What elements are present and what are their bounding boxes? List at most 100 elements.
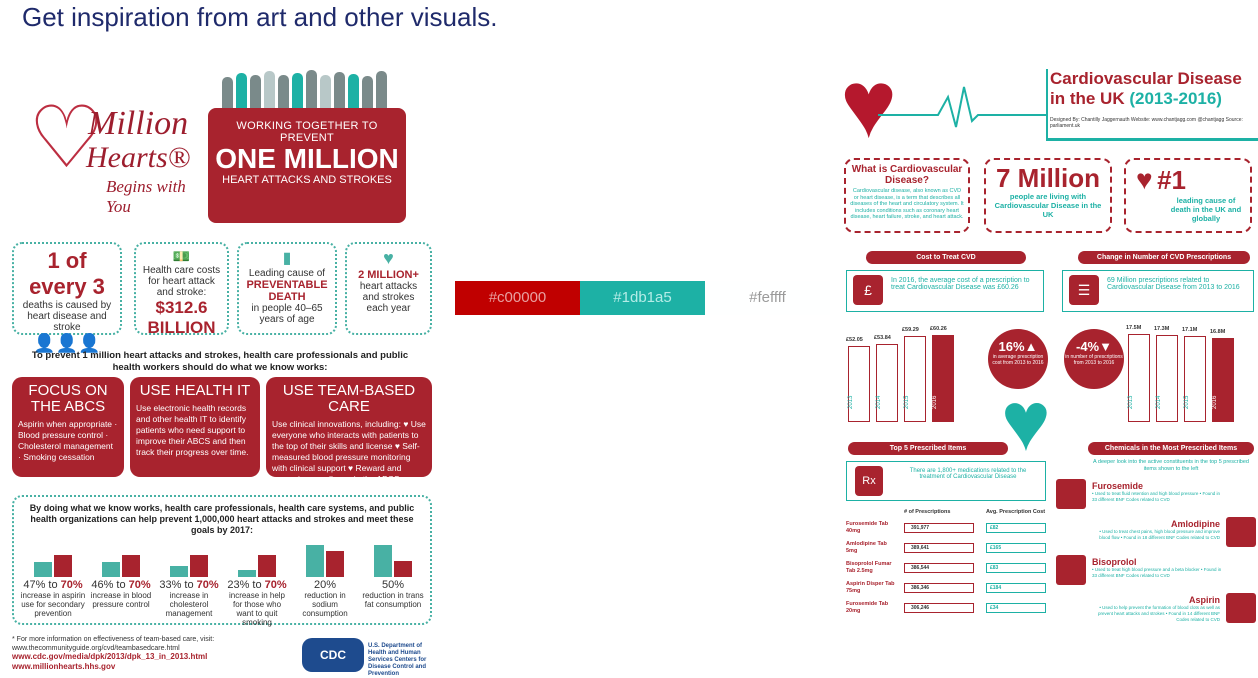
number-one-card: ♥ #1 leading cause of death in the UK an… bbox=[1124, 158, 1252, 233]
team-care-box: USE TEAM-BASED CARE Use clinical innovat… bbox=[266, 377, 432, 484]
top5-text: There are 1,800+ medications related to … bbox=[909, 468, 1027, 480]
table-row: Amlodipine Tab 5mg 389,641 £165 bbox=[846, 541, 1046, 557]
box-body: Aspirin when appropriate · Blood pressur… bbox=[18, 419, 118, 462]
goal-pct: 46% to 70% bbox=[91, 579, 151, 591]
broken-heart-icon: ♥ bbox=[1136, 164, 1153, 195]
card-body: Cardiovascular disease, also known as CV… bbox=[850, 188, 964, 220]
cost-callout: £ In 2016, the average cost of a prescri… bbox=[846, 270, 1044, 312]
change-value: -4%▼ bbox=[1076, 339, 1112, 354]
intro-text: To prevent 1 million heart attacks and s… bbox=[31, 350, 409, 373]
bar-year-label: 2014 bbox=[1156, 395, 1162, 409]
change-value: 16%▲ bbox=[998, 339, 1038, 354]
bar-year-label: 2016 bbox=[932, 395, 938, 409]
stat-value: $312.6 BILLION bbox=[147, 298, 216, 337]
box-title: USE TEAM-BASED CARE bbox=[282, 382, 416, 415]
tombstone-icon: ▮ bbox=[282, 250, 292, 267]
box-body: Use clinical innovations, including: ♥ U… bbox=[272, 419, 426, 484]
table-row: Furosemide Tab 40mg 391,977 £82 bbox=[846, 521, 1046, 537]
poster-meta: Designed By: Chantilly Jaggernauth Websi… bbox=[1050, 117, 1243, 129]
title-main: Cardiovascular Disease in the UK bbox=[1050, 69, 1242, 108]
abcs-box: FOCUS ON THE ABCS Aspirin when appropria… bbox=[12, 377, 124, 477]
card-big: 7 Million bbox=[996, 163, 1100, 193]
color-swatch-white: #feffff bbox=[705, 281, 830, 315]
what-is-cvd-card: What is Cardiovascular Disease? Cardiova… bbox=[844, 158, 970, 233]
card-big: #1 bbox=[1157, 165, 1186, 195]
rx-text: 69 Million prescriptions related to Card… bbox=[1107, 277, 1240, 291]
stat-text: in people 40–65 years of age bbox=[251, 303, 323, 325]
chem-item: Bisoprolol • Used to treat high blood pre… bbox=[1056, 555, 1256, 589]
prevention-banner: WORKING TOGETHER TO PREVENT ONE MILLION … bbox=[208, 108, 406, 223]
prescription-count: 389,641 bbox=[904, 543, 974, 553]
chem-item: Furosemide • Used to treat fluid retentio… bbox=[1056, 479, 1256, 513]
chart-bar: £52.05 2013 bbox=[846, 337, 870, 422]
avg-cost: £184 bbox=[986, 583, 1046, 593]
chart-bar: 17.5M 2013 bbox=[1126, 325, 1150, 422]
bar-value-label: 17.3M bbox=[1154, 326, 1170, 332]
drug-name: Bisoprolol Fumar Tab 2.5mg bbox=[846, 561, 892, 574]
cost-chart: £52.05 2013 £53.84 2014 £59.29 2015 £60.26 2016 bbox=[846, 322, 1046, 422]
prescription-count: 386,346 bbox=[904, 583, 974, 593]
prescription-count: 391,977 bbox=[904, 523, 974, 533]
footnote: * For more information on effectiveness … bbox=[12, 636, 215, 652]
goals-panel: By doing what we know works, health care… bbox=[12, 495, 432, 627]
card-body: people are living with Cardiovascular Di… bbox=[994, 192, 1102, 219]
goal-item: 23% to 70% increase in help for those who… bbox=[224, 545, 290, 627]
table-row: Furosemide Tab 20mg 306,246 £34 bbox=[846, 601, 1046, 617]
swatch-label: #1db1a5 bbox=[613, 289, 672, 306]
avg-cost: £83 bbox=[986, 563, 1046, 573]
chem-name: Amlodipine bbox=[1171, 519, 1220, 529]
chem-name: Bisoprolol bbox=[1092, 557, 1137, 567]
bar-value-label: 16.8M bbox=[1210, 329, 1226, 335]
banner-line-2: ONE MILLION bbox=[215, 143, 399, 174]
heart-icon: ♥ bbox=[840, 51, 897, 158]
section-tag: Change in Number of CVD Prescriptions bbox=[1078, 251, 1250, 264]
chem-info: • Used to treat high blood pressure and … bbox=[1092, 567, 1222, 578]
hhs-text: U.S. Department of Health and Human Serv… bbox=[368, 643, 427, 677]
footer-links: www.cdc.gov/media/dpk/2013/dpk_13_in_201… bbox=[12, 652, 207, 672]
stat-text: heart attacks and strokes each year bbox=[359, 281, 418, 314]
table-row: Bisoprolol Fumar Tab 2.5mg 386,544 £83 bbox=[846, 561, 1046, 577]
bar-value-label: £52.05 bbox=[846, 337, 863, 343]
logo-line-2: Hearts® bbox=[86, 141, 191, 174]
goal-pct: 47% to 70% bbox=[23, 579, 83, 591]
chem-name: Furosemide bbox=[1092, 481, 1144, 491]
heartbeat-icon: ♥ bbox=[383, 248, 394, 268]
color-swatch-red: #c00000 bbox=[455, 281, 580, 315]
molecule-icon bbox=[1226, 517, 1256, 547]
goal-pct: 50% bbox=[381, 579, 405, 591]
stat-cards: 1 of every 3 deaths is caused by heart d… bbox=[12, 242, 432, 353]
bar-year-label: 2013 bbox=[848, 395, 854, 409]
section-tag: Chemicals in the Most Prescribed Items bbox=[1088, 442, 1254, 455]
footer-link[interactable]: www.millionhearts.hhs.gov bbox=[12, 662, 116, 671]
change-text: in number of prescriptions from 2013 to … bbox=[1065, 354, 1123, 366]
chem-info: • Used to help prevent the formation of … bbox=[1097, 605, 1220, 622]
stat-card: ♥ 2 MILLION+ heart attacks and strokes e… bbox=[345, 242, 432, 335]
seven-million-card: 7 Million people are living with Cardiov… bbox=[984, 158, 1112, 233]
prescription-count: 306,246 bbox=[904, 603, 974, 613]
cdc-logo: CDC bbox=[302, 638, 364, 672]
goal-item: 50% reduction in trans fat consumption bbox=[360, 545, 426, 609]
poster-title: Cardiovascular Disease in the UK (2013-2… bbox=[1046, 69, 1258, 141]
box-body: Use electronic health records and other … bbox=[136, 403, 249, 457]
cost-change-circle: 16%▲ in average prescription cost from 2… bbox=[988, 329, 1048, 389]
bar-value-label: £59.29 bbox=[902, 327, 919, 333]
goal-desc: reduction in trans fat consumption bbox=[362, 591, 424, 609]
goal-bar-target bbox=[326, 551, 344, 577]
pill-bottle-icon: Rx bbox=[855, 466, 883, 496]
goal-bar-current bbox=[102, 562, 120, 577]
prescription-count: 386,544 bbox=[904, 563, 974, 573]
goal-desc: reduction in sodium consumption bbox=[302, 591, 348, 618]
molecule-icon bbox=[1056, 555, 1086, 585]
goals-title: By doing what we know works, health care… bbox=[29, 503, 415, 535]
footer-link[interactable]: www.cdc.gov/media/dpk/2013/dpk_13_in_201… bbox=[12, 652, 208, 661]
molecule-icon bbox=[1226, 593, 1256, 623]
health-workers-illustration bbox=[222, 65, 400, 125]
goal-item: 46% to 70% increase in blood pressure con… bbox=[88, 545, 154, 609]
drug-name: Furosemide Tab 40mg bbox=[846, 521, 889, 534]
chem-item: Aspirin • Used to help prevent the format… bbox=[1056, 593, 1256, 627]
banner-line-1: WORKING TOGETHER TO PREVENT bbox=[236, 120, 378, 144]
chart-bar: 17.1M 2015 bbox=[1182, 327, 1206, 422]
swatch-label: #feffff bbox=[749, 289, 786, 306]
slide-title: Get inspiration from art and other visua… bbox=[22, 2, 498, 32]
goal-desc: increase in blood pressure control bbox=[90, 591, 152, 609]
